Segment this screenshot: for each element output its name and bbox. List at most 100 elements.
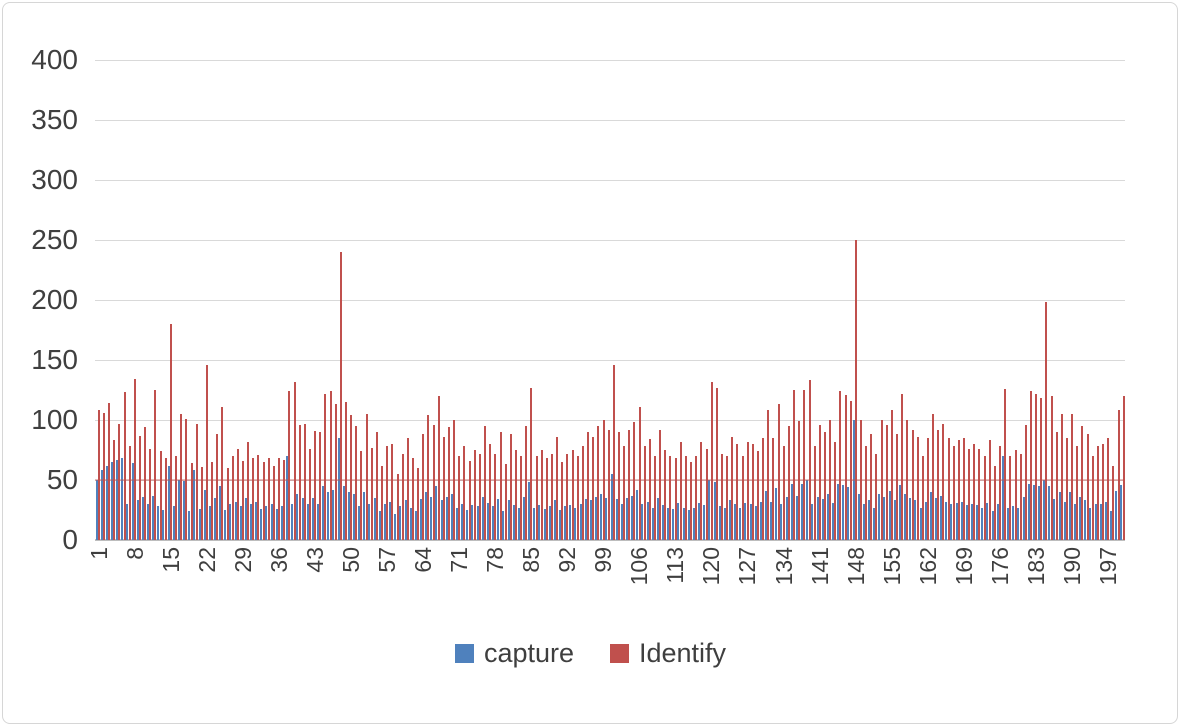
bar-identify-158 xyxy=(906,420,909,540)
bar-capture-18 xyxy=(183,481,186,540)
bar-identify-141 xyxy=(818,424,821,540)
y-tick-label-50: 50 xyxy=(46,464,78,495)
bar-capture-172 xyxy=(976,505,979,540)
bar-identify-157 xyxy=(901,393,904,540)
bar-capture-38 xyxy=(286,456,289,540)
bar-capture-87 xyxy=(538,505,541,540)
bar-capture-145 xyxy=(837,483,840,540)
bar-identify-164 xyxy=(937,429,940,540)
bar-identify-44 xyxy=(319,432,322,540)
bar-identify-26 xyxy=(226,468,229,540)
bar-identify-75 xyxy=(478,453,481,540)
bar-identify-188 xyxy=(1060,414,1063,540)
bar-capture-108 xyxy=(646,501,649,540)
bar-identify-132 xyxy=(772,438,775,540)
bar-capture-37 xyxy=(280,506,283,540)
bar-capture-91 xyxy=(559,510,561,540)
bar-identify-41 xyxy=(303,423,306,540)
x-tick-label-113: 113 xyxy=(662,547,689,584)
bar-identify-7 xyxy=(128,446,131,540)
bar-identify-29 xyxy=(242,460,244,540)
gridline-200 xyxy=(95,300,1125,301)
bar-capture-164 xyxy=(934,498,937,540)
bar-identify-49 xyxy=(345,402,347,540)
bar-identify-28 xyxy=(236,448,239,540)
gridline-50 xyxy=(95,480,1125,481)
x-axis-line xyxy=(95,539,1125,541)
bar-capture-84 xyxy=(522,496,525,540)
x-tick-label-169: 169 xyxy=(950,547,977,586)
bar-identify-122 xyxy=(720,453,723,540)
bar-identify-73 xyxy=(468,460,471,540)
bar-identify-77 xyxy=(489,444,492,540)
x-tick-label-197: 197 xyxy=(1094,547,1121,586)
bar-identify-103 xyxy=(623,446,626,540)
bar-capture-88 xyxy=(543,508,546,540)
bar-identify-33 xyxy=(262,462,265,540)
x-tick-label-99: 99 xyxy=(590,547,617,573)
bar-identify-40 xyxy=(298,424,301,540)
bar-identify-125 xyxy=(736,444,739,540)
bar-identify-100 xyxy=(607,429,610,540)
y-tick-label-0: 0 xyxy=(62,524,78,555)
capture-swatch-icon xyxy=(454,644,474,663)
bar-identify-69 xyxy=(448,427,450,540)
bar-identify-130 xyxy=(762,438,765,540)
bar-capture-128 xyxy=(749,504,752,540)
bar-capture-121 xyxy=(713,482,716,540)
bar-identify-113 xyxy=(674,458,677,540)
bar-identify-173 xyxy=(983,456,986,540)
bar-capture-70 xyxy=(450,494,453,540)
bar-identify-35 xyxy=(272,465,275,540)
bar-identify-60 xyxy=(401,453,404,540)
bar-identify-13 xyxy=(159,451,162,540)
bar-capture-156 xyxy=(893,500,896,540)
bar-capture-14 xyxy=(162,510,165,540)
bar-capture-51 xyxy=(353,494,355,540)
bar-identify-78 xyxy=(494,453,497,540)
bar-capture-81 xyxy=(507,500,510,540)
bar-identify-178 xyxy=(1009,456,1012,540)
bar-capture-30 xyxy=(244,498,247,540)
bar-identify-89 xyxy=(551,453,553,540)
bar-capture-163 xyxy=(929,492,932,540)
bar-identify-48 xyxy=(339,252,342,540)
bar-identify-146 xyxy=(844,394,847,540)
bar-capture-6 xyxy=(121,458,124,540)
legend-label-capture: capture xyxy=(483,638,574,668)
bar-capture-178 xyxy=(1007,507,1010,540)
bar-identify-145 xyxy=(839,391,842,540)
bar-capture-12 xyxy=(152,495,155,540)
bar-identify-160 xyxy=(916,436,919,540)
bar-capture-147 xyxy=(847,487,850,540)
bar-capture-179 xyxy=(1012,506,1015,540)
bar-capture-67 xyxy=(435,486,438,540)
bar-identify-192 xyxy=(1081,426,1084,540)
bar-identify-25 xyxy=(221,406,224,540)
bar-identify-126 xyxy=(741,456,744,540)
bar-capture-181 xyxy=(1022,496,1025,540)
bar-capture-113 xyxy=(672,508,675,540)
bar-capture-193 xyxy=(1084,500,1087,540)
bar-capture-19 xyxy=(188,511,191,540)
bar-capture-142 xyxy=(821,499,824,540)
bar-capture-199 xyxy=(1115,490,1118,540)
bar-capture-122 xyxy=(718,506,721,540)
bar-capture-13 xyxy=(157,506,160,540)
bar-capture-101 xyxy=(610,474,613,540)
bar-capture-124 xyxy=(728,500,731,540)
legend-item-identify: Identify xyxy=(610,638,726,669)
bar-capture-31 xyxy=(250,504,252,540)
bar-capture-36 xyxy=(275,508,278,540)
bar-identify-136 xyxy=(793,390,796,540)
overlay-line-50 xyxy=(95,479,1125,481)
bar-capture-43 xyxy=(311,498,314,540)
bar-identify-193 xyxy=(1086,434,1089,540)
bar-identify-16 xyxy=(175,456,178,540)
x-tick-label-176: 176 xyxy=(986,547,1013,586)
bar-identify-57 xyxy=(386,446,389,540)
bar-identify-70 xyxy=(453,420,456,540)
bar-identify-133 xyxy=(777,404,780,540)
bar-identify-161 xyxy=(921,456,924,540)
bar-identify-165 xyxy=(942,423,945,540)
